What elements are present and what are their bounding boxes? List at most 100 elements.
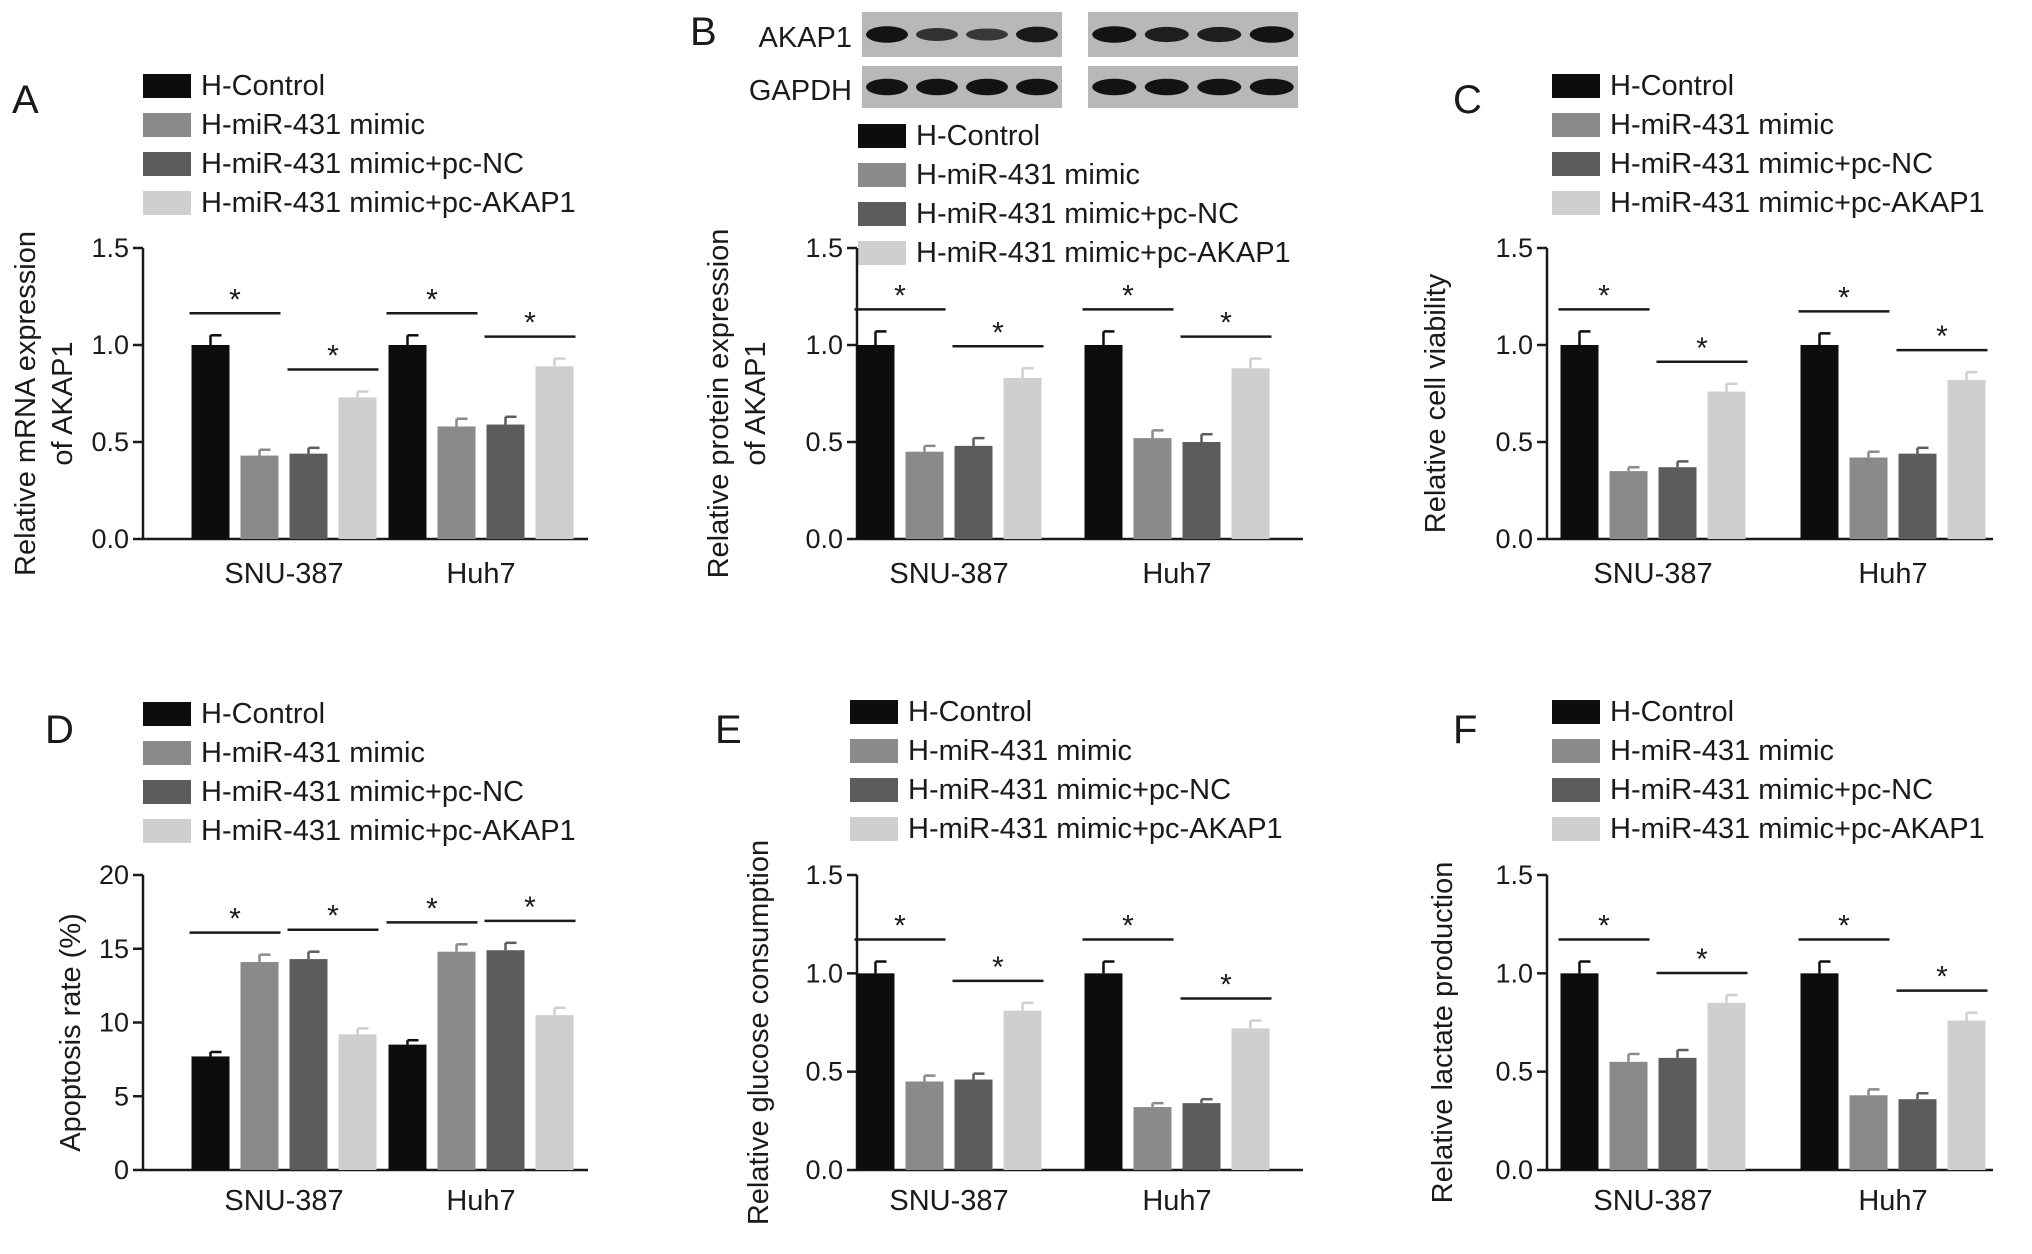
y-tick-label: 0.5 [805,1057,843,1087]
legend-entry: H-miR-431 mimic+pc-AKAP1 [1610,187,1985,219]
western-blot: B AKAP1 GAPDH [690,10,1298,108]
blot-band-gapdh [1197,78,1242,96]
bar [1947,379,1986,539]
chart-panel-b: H-Control H-miR-431 mimic H-miR-431 mimic+… [703,120,1303,590]
blot-band-gapdh [866,78,908,96]
significance-star: * [229,903,241,936]
blot-band-gapdh [1249,78,1294,96]
significance-star: * [524,307,536,340]
legend-entry: H-miR-431 mimic [201,737,425,769]
bar [1231,1028,1270,1170]
bar [437,426,476,539]
y-tick-label: 0.5 [1495,1057,1533,1087]
legend-swatch [858,124,906,148]
legend-entry: H-miR-431 mimic [916,159,1140,191]
blot-band-gapdh [1016,78,1058,96]
legend-entry: H-Control [201,70,325,102]
blot-band-akap1 [1016,26,1058,43]
legend-entry: H-miR-431 mimic+pc-AKAP1 [201,815,576,847]
significance-star: * [894,910,906,943]
bar [1707,391,1746,539]
panel-letter: F [1453,708,1477,752]
bar [1133,438,1172,539]
x-category-label: Huh7 [1858,1185,1927,1217]
legend-entry: H-Control [1610,70,1734,102]
legend-swatch [143,702,191,726]
significance-star: * [894,279,906,312]
bar [535,366,574,539]
legend-entry: H-miR-431 mimic+pc-AKAP1 [916,237,1291,269]
blot-band-akap1 [966,28,1008,41]
panel-letter: E [715,708,742,752]
bar [437,951,476,1170]
blot-band-akap1 [1249,26,1294,43]
significance-star: * [327,900,339,933]
bar [1849,457,1888,539]
significance-star: * [1220,969,1232,1002]
legend-entry: H-miR-431 mimic+pc-AKAP1 [1610,813,1985,845]
bar [856,973,895,1170]
significance-star: * [1936,320,1948,353]
bar [1084,973,1123,1170]
y-tick-label: 10 [99,1008,129,1038]
y-axis-label: Relative lactate production [1427,862,1459,1204]
x-category-label: SNU-387 [224,558,343,590]
chart-panel-a: A H-Control H-miR-431 mimic H-miR-431 mimic… [10,70,588,590]
y-tick-label: 15 [99,934,129,964]
significance-star: * [992,951,1004,984]
legend-entry: H-miR-431 mimic+pc-AKAP1 [201,187,576,219]
y-axis-label-line: Relative mRNA expression [10,231,42,576]
y-tick-label: 0.0 [1495,1155,1533,1185]
y-tick-label: 1.0 [805,958,843,988]
bar [1560,345,1599,539]
bar [191,1056,230,1170]
significance-star: * [992,316,1004,349]
significance-star: * [1696,332,1708,365]
y-tick-label: 20 [99,860,129,890]
y-tick-label: 1.0 [91,330,129,360]
significance-star: * [1220,307,1232,340]
y-axis-label: Relative protein expression of AKAP1 [703,229,772,579]
legend-swatch [143,780,191,804]
x-category-label: SNU-387 [224,1185,343,1217]
chart-panel-e: E H-Control H-miR-431 mimic H-miR-431 mimic… [715,696,1303,1225]
bar [1947,1020,1986,1170]
y-axis-label-line: Apoptosis rate (%) [55,913,87,1152]
y-tick-label: 0.5 [91,427,129,457]
legend-swatch [850,778,898,802]
legend-entry: H-Control [908,696,1032,728]
legend-swatch [1552,191,1600,215]
blot-band-gapdh [916,78,958,96]
legend-swatch [850,739,898,763]
bar [954,445,993,539]
legend-entry: H-miR-431 mimic+pc-AKAP1 [908,813,1283,845]
bar [1658,467,1697,539]
bar [1658,1057,1697,1170]
legend-entry: H-Control [201,698,325,730]
significance-star: * [524,891,536,924]
y-axis-label: Relative glucose consumption [743,840,775,1225]
blot-band-akap1 [1144,26,1189,43]
y-tick-label: 1.5 [1495,860,1533,890]
legend-swatch [1552,817,1600,841]
bar [289,453,328,539]
chart-panel-d: D H-Control H-miR-431 mimic H-miR-431 mimic… [45,698,588,1217]
panel-letter: A [12,78,39,122]
x-category-label: Huh7 [1142,1185,1211,1217]
significance-star: * [1122,910,1134,943]
bar [905,451,944,539]
bar [1609,471,1648,539]
y-tick-label: 0.5 [805,427,843,457]
bar [338,1034,377,1170]
legend-entry: H-miR-431 mimic+pc-NC [1610,148,1933,180]
blot-band-akap1 [916,28,958,41]
y-tick-label: 1.0 [805,330,843,360]
y-tick-label: 0.0 [805,524,843,554]
legend-entry: H-miR-431 mimic [201,109,425,141]
legend-entry: H-miR-431 mimic+pc-NC [916,198,1239,230]
x-category-label: SNU-387 [889,1185,1008,1217]
bar [289,959,328,1170]
significance-star: * [1598,910,1610,943]
x-category-label: Huh7 [1858,558,1927,590]
y-tick-label: 1.5 [1495,233,1533,263]
